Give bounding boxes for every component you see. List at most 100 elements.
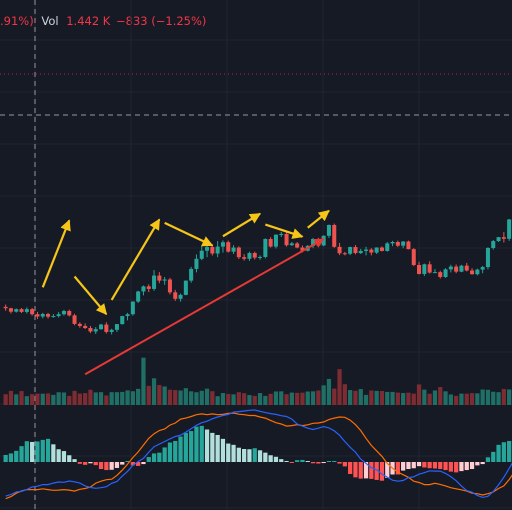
volume-bar [448,394,453,405]
yellow-swing-arrow [110,218,161,301]
candle [220,240,225,253]
candle-body [390,242,395,244]
macd-histogram-bar [93,462,98,466]
candle-body [242,257,247,259]
yellow-swing-arrow [222,212,261,238]
macd-histogram-bar [295,460,300,462]
candle [56,311,61,318]
macd-histogram-bar [411,462,416,469]
volume-bar [390,391,395,405]
candle-body [210,247,215,254]
macd-histogram-bar [310,462,316,464]
candle-body [67,311,72,316]
candle [215,241,220,258]
macd-histogram-bar [496,444,501,462]
candle-body [24,309,29,312]
candle-body [146,286,151,289]
macd-histogram-bar [469,462,475,470]
macd-histogram-bar [14,450,19,462]
macd-histogram-bar [215,434,220,462]
macd-histogram-bar [167,442,173,462]
volume-bar [485,389,491,405]
candle [448,264,453,273]
candle [199,245,204,261]
volume-bar [120,391,125,405]
candle-body [279,233,284,235]
volume-bar [8,390,14,405]
volume-bar [30,394,35,405]
candle-body [258,256,263,258]
candle [464,262,469,272]
candle-body [369,249,374,253]
macd-pane [3,409,512,500]
candle [93,327,98,334]
candle-body [152,275,157,289]
candle [77,322,82,328]
macd-histogram-bar [247,449,252,462]
candle-body [284,233,289,246]
macd-histogram-bar [61,451,67,462]
macd-histogram-bar [416,462,422,467]
candle [475,268,480,276]
candle-body [93,329,98,332]
candle [507,219,512,241]
macd-histogram-bar [8,453,14,462]
candle-body [422,264,427,274]
volume-bar [151,378,157,405]
candle [252,251,257,260]
macd-histogram-bar [263,452,268,462]
volume-bar [422,389,427,405]
volume-bar [406,392,411,405]
macd-histogram-bar [151,453,157,462]
candle [379,246,384,252]
macd-histogram-bar [242,449,247,462]
candle [427,261,432,274]
macd-histogram-bar [40,439,45,462]
volume-bar [491,391,496,405]
candle [332,223,337,248]
volume-bar [51,394,56,405]
macd-histogram-bar [19,446,24,462]
volume-bar [231,394,236,405]
volume-bar [507,389,512,405]
candle [491,239,496,250]
candle-body [263,239,268,257]
macd-histogram-bar [88,462,93,464]
candle [104,322,109,334]
volume-bar [125,390,130,405]
volume-bar [305,391,310,405]
candle [337,242,342,256]
macd-histogram-bar [257,450,263,462]
volume-bar [40,393,45,405]
volume-bar [268,393,273,405]
macd-histogram-bar [406,462,411,470]
macd-histogram-bar [491,451,496,462]
red-trend-arrow [84,238,325,376]
candle [443,268,448,278]
candle-body [342,253,347,255]
candle [236,246,241,260]
candle-body [14,309,19,312]
candle [289,242,294,246]
macd-histogram-bar [369,462,374,479]
candle-body [162,279,167,281]
candle-body [401,241,406,246]
macd-histogram-bar [459,462,464,472]
volume-bar [401,393,406,405]
candle [311,237,316,249]
drawing-annotations[interactable] [41,209,330,376]
macd-histogram-bar [480,462,485,465]
candle [279,231,284,237]
macd-histogram-bar [374,462,379,480]
macd-histogram-bar [443,462,448,471]
candle [268,237,273,248]
candle-body [3,306,8,309]
candle [417,261,422,275]
candle-body [88,328,93,332]
candle-body [300,247,305,251]
candle [83,323,88,329]
candle-body [167,279,172,293]
macd-histogram-bar [183,432,188,462]
candle-body [417,265,422,274]
